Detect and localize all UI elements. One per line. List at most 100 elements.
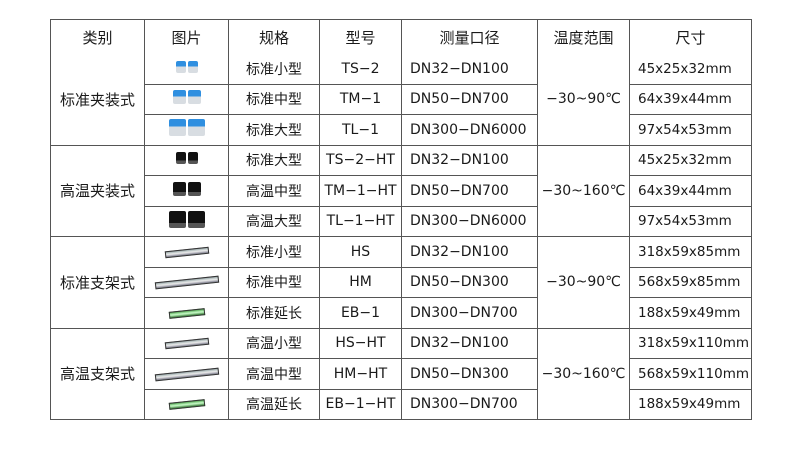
spec-cell: 标准小型 bbox=[228, 236, 320, 268]
image-cell bbox=[144, 266, 229, 298]
size-cell: 97x54x53mm bbox=[629, 205, 752, 237]
size-cell: 97x54x53mm bbox=[629, 114, 752, 146]
range-cell: DN300−DN6000 bbox=[401, 205, 538, 237]
sensor-image bbox=[168, 210, 205, 228]
size-cell: 318x59x85mm bbox=[629, 236, 752, 268]
table-row: 标准延长 EB−1 DN300−DN700 188x59x49mm bbox=[51, 297, 752, 329]
image-cell bbox=[144, 205, 229, 237]
sensor-image bbox=[154, 275, 219, 290]
table-row: 标准支架式 标准小型 HS DN32−DN100 −30~90℃ 318x59x85mm bbox=[50, 236, 752, 329]
size-cell: 188x59x49mm bbox=[629, 388, 752, 420]
size-cell: 318x59x110mm bbox=[629, 327, 752, 359]
table-row: 高温延长 EB−1−HT DN300−DN700 188x59x49mm bbox=[51, 388, 752, 420]
size-cell: 64x39x44mm bbox=[629, 175, 752, 207]
range-cell: DN32−DN100 bbox=[401, 144, 538, 176]
model-cell: TM−1 bbox=[319, 83, 402, 115]
spec-cell: 高温大型 bbox=[228, 205, 320, 237]
size-cell: 45x25x32mm bbox=[629, 144, 752, 176]
range-cell: DN300−DN6000 bbox=[401, 114, 538, 146]
header-range: 测量口径 bbox=[401, 19, 538, 54]
temp-cell: −30~90℃ bbox=[537, 236, 630, 329]
image-cell bbox=[144, 54, 229, 85]
table-row: 标准夹装式 标准小型 TS−2 DN32−DN100 −30~90℃ 45x25x32mm bbox=[50, 54, 752, 146]
spec-cell: 标准大型 bbox=[228, 144, 320, 176]
model-cell: EB−1−HT bbox=[319, 388, 402, 420]
sensor-image bbox=[168, 399, 205, 411]
spec-cell: 标准中型 bbox=[228, 83, 320, 115]
temp-cell: −30~160℃ bbox=[537, 144, 630, 237]
sensor-image bbox=[172, 181, 201, 196]
spec-cell: 标准延长 bbox=[228, 297, 320, 329]
category-cell: 高温支架式 bbox=[50, 327, 145, 420]
model-cell: HM−HT bbox=[319, 358, 402, 390]
model-cell: TS−2−HT bbox=[319, 144, 402, 176]
range-cell: DN32−DN100 bbox=[401, 327, 538, 359]
temp-cell: −30~160℃ bbox=[537, 327, 630, 420]
category-cell: 标准支架式 bbox=[50, 236, 145, 329]
sensor-image bbox=[175, 60, 198, 73]
image-cell bbox=[144, 236, 229, 268]
spec-cell: 高温中型 bbox=[228, 175, 320, 207]
table-row: 高温大型 TL−1−HT DN300−DN6000 97x54x53mm bbox=[51, 205, 752, 237]
model-cell: TM−1−HT bbox=[319, 175, 402, 207]
sensor-image bbox=[154, 367, 219, 382]
table-row: 高温支架式 高温小型 HS−HT DN32−DN100 −30~160℃ 318x59x1… bbox=[50, 327, 752, 420]
image-cell bbox=[144, 114, 229, 146]
header-spec: 规格 bbox=[228, 19, 320, 54]
model-cell: TL−1−HT bbox=[319, 205, 402, 237]
model-cell: TS−2 bbox=[319, 54, 402, 85]
model-cell: HS−HT bbox=[319, 327, 402, 359]
category-cell: 高温夹装式 bbox=[50, 144, 145, 237]
header-category: 类别 bbox=[50, 19, 145, 54]
image-cell bbox=[144, 144, 229, 176]
header-temp: 温度范围 bbox=[537, 19, 630, 54]
sensor-image bbox=[175, 152, 198, 165]
range-cell: DN50−DN300 bbox=[401, 358, 538, 390]
header-row: 类别 图片 规格 型号 测量口径 温度范围 尺寸 bbox=[50, 19, 752, 54]
size-cell: 64x39x44mm bbox=[629, 83, 752, 115]
table-row: 标准中型 TM−1 DN50−DN700 64x39x44mm bbox=[51, 83, 752, 115]
image-cell bbox=[144, 327, 229, 359]
image-cell bbox=[144, 388, 229, 420]
table-row: 高温中型 TM−1−HT DN50−DN700 64x39x44mm bbox=[51, 175, 752, 207]
header-size: 尺寸 bbox=[629, 19, 752, 54]
range-cell: DN32−DN100 bbox=[401, 236, 538, 268]
size-cell: 188x59x49mm bbox=[629, 297, 752, 329]
spec-cell: 高温中型 bbox=[228, 358, 320, 390]
sensor-image bbox=[164, 246, 209, 259]
range-cell: DN300−DN700 bbox=[401, 388, 538, 420]
sensor-image bbox=[164, 337, 209, 350]
model-cell: HM bbox=[319, 266, 402, 298]
header-model: 型号 bbox=[319, 19, 402, 54]
range-cell: DN50−DN700 bbox=[401, 175, 538, 207]
spec-cell: 标准大型 bbox=[228, 114, 320, 146]
spec-cell: 标准小型 bbox=[228, 54, 320, 85]
product-spec-table: 类别 图片 规格 型号 测量口径 温度范围 尺寸 标准夹装式 标准小型 TS−2 DN… bbox=[50, 19, 752, 420]
table-row: 标准中型 HM DN50−DN300 568x59x85mm bbox=[51, 266, 752, 298]
sensor-image bbox=[168, 307, 205, 319]
spec-cell: 标准中型 bbox=[228, 266, 320, 298]
spec-cell: 高温小型 bbox=[228, 327, 320, 359]
temp-cell: −30~90℃ bbox=[537, 54, 630, 146]
size-cell: 45x25x32mm bbox=[629, 54, 752, 85]
model-cell: HS bbox=[319, 236, 402, 268]
image-cell bbox=[144, 358, 229, 390]
image-cell bbox=[144, 297, 229, 329]
size-cell: 568x59x85mm bbox=[629, 266, 752, 298]
sensor-image bbox=[172, 90, 201, 105]
spec-cell: 高温延长 bbox=[228, 388, 320, 420]
table-row: 高温中型 HM−HT DN50−DN300 568x59x110mm bbox=[51, 358, 752, 390]
category-cell: 标准夹装式 bbox=[50, 54, 145, 146]
range-cell: DN300−DN700 bbox=[401, 297, 538, 329]
model-cell: TL−1 bbox=[319, 114, 402, 146]
image-cell bbox=[144, 175, 229, 207]
table-row: 高温夹装式 标准大型 TS−2−HT DN32−DN100 −30~160℃ 45x25x… bbox=[50, 144, 752, 237]
table-row: 标准大型 TL−1 DN300−DN6000 97x54x53mm bbox=[51, 114, 752, 146]
range-cell: DN50−DN300 bbox=[401, 266, 538, 298]
model-cell: EB−1 bbox=[319, 297, 402, 329]
range-cell: DN32−DN100 bbox=[401, 54, 538, 85]
range-cell: DN50−DN700 bbox=[401, 83, 538, 115]
sensor-image bbox=[168, 119, 205, 137]
header-image: 图片 bbox=[144, 19, 229, 54]
image-cell bbox=[144, 83, 229, 115]
